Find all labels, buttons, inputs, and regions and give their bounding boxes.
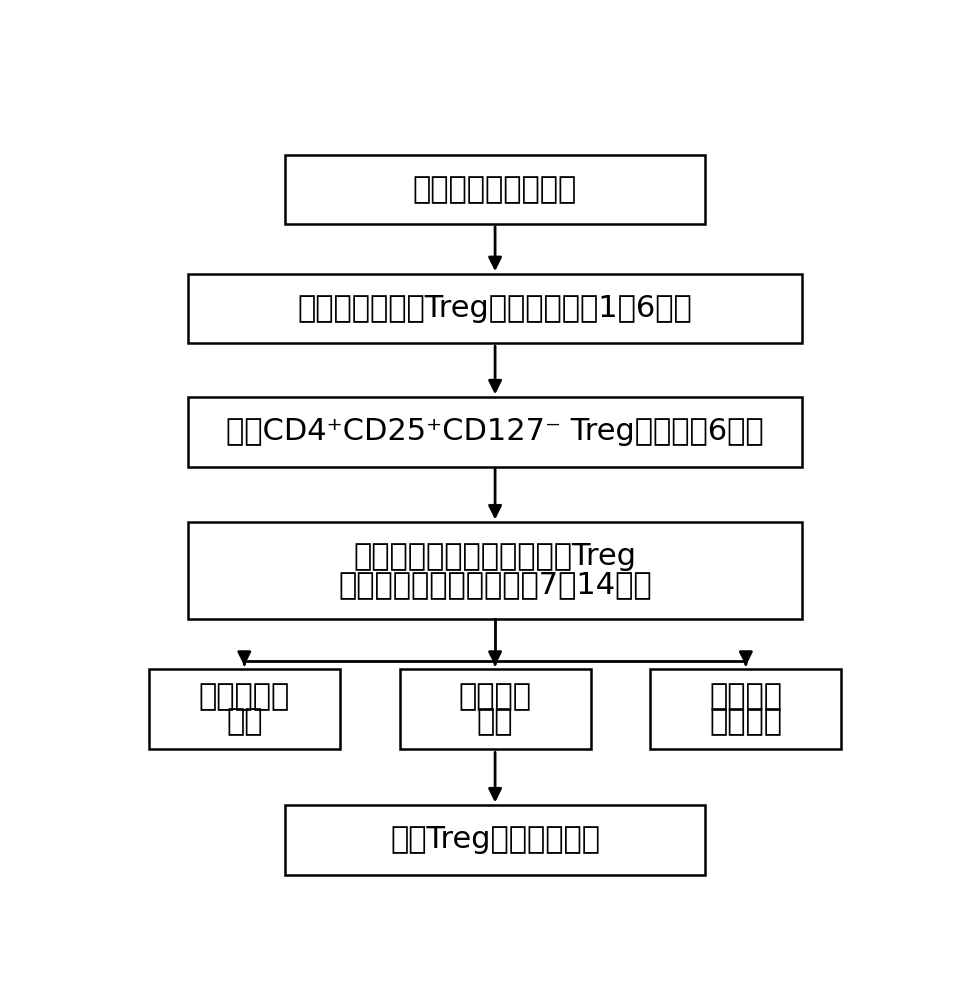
Bar: [149, 669, 340, 749]
Bar: [286, 155, 705, 224]
Bar: [650, 669, 841, 749]
Text: 脂血单个核细胞分离: 脂血单个核细胞分离: [412, 175, 578, 204]
Text: 分选CD4⁺CD25⁺CD127⁻ Treg细胞（第6天）: 分选CD4⁺CD25⁺CD127⁻ Treg细胞（第6天）: [226, 417, 764, 446]
Text: 数量、活率: 数量、活率: [199, 682, 290, 711]
Bar: [188, 274, 802, 343]
Text: 细胞大量、快速扩增（第7～14天）: 细胞大量、快速扩增（第7～14天）: [338, 570, 652, 599]
Bar: [188, 522, 802, 619]
Bar: [188, 397, 802, 467]
Text: 检测: 检测: [477, 707, 513, 736]
Text: 检测: 检测: [226, 707, 263, 736]
Text: 滋养层细胞诱导Treg细胞增殖（第1～6天）: 滋养层细胞诱导Treg细胞增殖（第1～6天）: [298, 294, 693, 323]
Text: 细胞表型: 细胞表型: [459, 682, 531, 711]
Text: 功能检测: 功能检测: [709, 707, 782, 736]
Text: 利用优化扩增体系进行脂血Treg: 利用优化扩增体系进行脂血Treg: [354, 542, 637, 571]
Text: 体外抑制: 体外抑制: [709, 682, 782, 711]
Bar: [400, 669, 590, 749]
Bar: [286, 805, 705, 875]
Text: 脂血Treg细胞制剂冻存: 脂血Treg细胞制剂冻存: [390, 825, 600, 854]
